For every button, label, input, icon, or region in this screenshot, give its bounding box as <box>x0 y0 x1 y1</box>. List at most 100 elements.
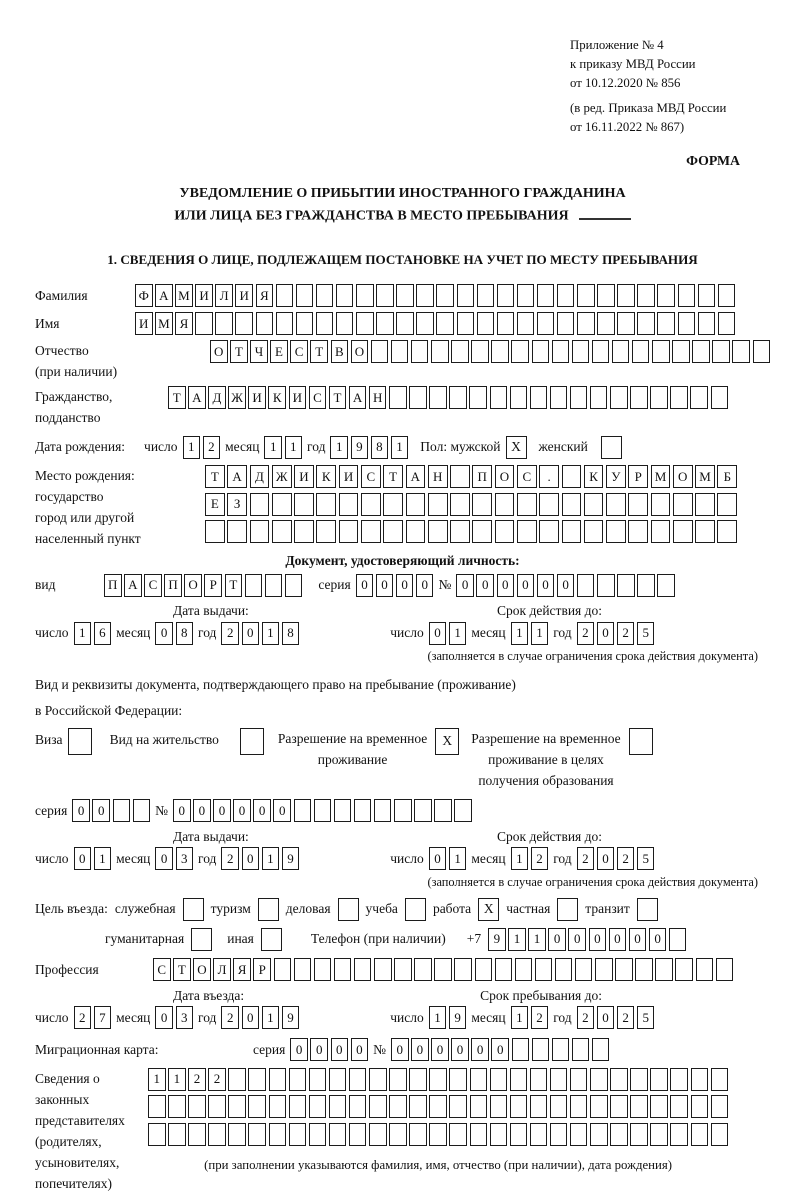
char-box[interactable]: 9 <box>350 435 369 459</box>
char-box[interactable]: 9 <box>281 847 300 871</box>
char-box[interactable]: М <box>695 465 715 489</box>
char-box[interactable] <box>551 1038 570 1062</box>
char-box[interactable] <box>454 958 472 982</box>
char-box[interactable] <box>308 1067 327 1091</box>
char-box[interactable]: 0 <box>92 799 110 823</box>
char-box[interactable]: 1 <box>510 621 529 645</box>
char-box[interactable] <box>650 1095 668 1119</box>
char-box[interactable] <box>712 340 730 364</box>
char-box[interactable]: 0 <box>213 799 231 823</box>
char-box[interactable]: 0 <box>155 621 173 645</box>
char-box[interactable] <box>409 1122 427 1146</box>
char-box[interactable] <box>427 520 448 544</box>
char-box[interactable] <box>695 958 714 982</box>
char-box[interactable] <box>356 284 374 308</box>
char-box[interactable] <box>574 958 593 982</box>
char-box[interactable]: 2 <box>530 847 549 871</box>
char-box[interactable] <box>534 958 553 982</box>
char-box[interactable]: Л <box>215 284 233 308</box>
char-box[interactable]: 2 <box>221 847 239 871</box>
char-box[interactable]: 5 <box>636 1006 655 1030</box>
char-box[interactable] <box>650 386 668 410</box>
char-box[interactable] <box>389 1067 407 1091</box>
char-box[interactable] <box>650 520 671 544</box>
char-box[interactable]: Т <box>173 958 191 982</box>
char-box[interactable] <box>610 386 628 410</box>
char-box[interactable] <box>494 492 515 516</box>
char-box[interactable]: С <box>360 465 381 489</box>
char-box[interactable] <box>394 799 412 823</box>
char-box[interactable]: 9 <box>488 927 506 951</box>
char-box[interactable] <box>288 1095 307 1119</box>
char-box[interactable] <box>112 799 131 823</box>
char-box[interactable] <box>249 492 270 516</box>
char-box[interactable]: Я <box>233 958 251 982</box>
char-box[interactable]: 0 <box>476 573 494 597</box>
char-box[interactable] <box>597 573 615 597</box>
char-box[interactable]: 2 <box>576 1006 595 1030</box>
char-box[interactable]: Ф <box>135 284 153 308</box>
char-box[interactable]: 1 <box>448 621 467 645</box>
char-box[interactable]: 0 <box>596 847 615 871</box>
char-box[interactable] <box>511 1038 530 1062</box>
char-box[interactable]: 8 <box>281 621 300 645</box>
char-box[interactable]: К <box>316 465 337 489</box>
char-box[interactable] <box>591 1038 610 1062</box>
char-box[interactable]: В <box>330 340 349 364</box>
char-box[interactable] <box>591 340 610 364</box>
char-box[interactable]: О <box>210 340 228 364</box>
char-box[interactable]: М <box>650 465 671 489</box>
char-box[interactable] <box>469 386 487 410</box>
char-box[interactable]: М <box>155 312 173 336</box>
char-box[interactable] <box>514 958 533 982</box>
char-box[interactable] <box>469 1122 487 1146</box>
char-box[interactable] <box>275 312 294 336</box>
char-box[interactable] <box>228 1122 246 1146</box>
char-box[interactable] <box>416 284 434 308</box>
char-box[interactable] <box>561 465 582 489</box>
char-box[interactable] <box>328 1122 347 1146</box>
char-box[interactable] <box>697 312 716 336</box>
char-box[interactable]: 0 <box>516 573 535 597</box>
char-box[interactable]: Ж <box>271 465 292 489</box>
char-box[interactable]: 9 <box>281 1006 300 1030</box>
char-box[interactable] <box>516 520 537 544</box>
char-box[interactable] <box>168 1122 186 1146</box>
char-box[interactable] <box>335 312 354 336</box>
char-box[interactable] <box>717 284 736 308</box>
char-box[interactable]: 0 <box>350 1038 369 1062</box>
char-box[interactable]: 0 <box>273 799 291 823</box>
char-box[interactable] <box>717 492 738 516</box>
char-box[interactable] <box>610 1095 628 1119</box>
char-box[interactable]: Т <box>383 465 403 489</box>
char-box[interactable]: 2 <box>616 847 635 871</box>
char-box[interactable] <box>132 799 151 823</box>
char-box[interactable] <box>695 492 715 516</box>
char-box[interactable] <box>449 1122 467 1146</box>
char-box[interactable]: Ж <box>228 386 246 410</box>
char-box[interactable] <box>228 1095 246 1119</box>
char-box[interactable]: О <box>494 465 515 489</box>
char-box[interactable]: 0 <box>241 1006 260 1030</box>
char-box[interactable]: К <box>583 465 604 489</box>
char-box[interactable]: 0 <box>491 1038 509 1062</box>
char-box[interactable] <box>313 799 332 823</box>
purpose-study-checkbox[interactable] <box>404 897 426 921</box>
char-box[interactable]: З <box>227 492 247 516</box>
char-box[interactable] <box>215 312 233 336</box>
char-box[interactable] <box>695 520 715 544</box>
char-box[interactable]: 0 <box>456 573 474 597</box>
char-box[interactable]: 0 <box>431 1038 449 1062</box>
char-box[interactable] <box>293 958 312 982</box>
char-box[interactable] <box>672 492 693 516</box>
char-box[interactable] <box>630 1067 648 1091</box>
char-box[interactable] <box>657 284 675 308</box>
